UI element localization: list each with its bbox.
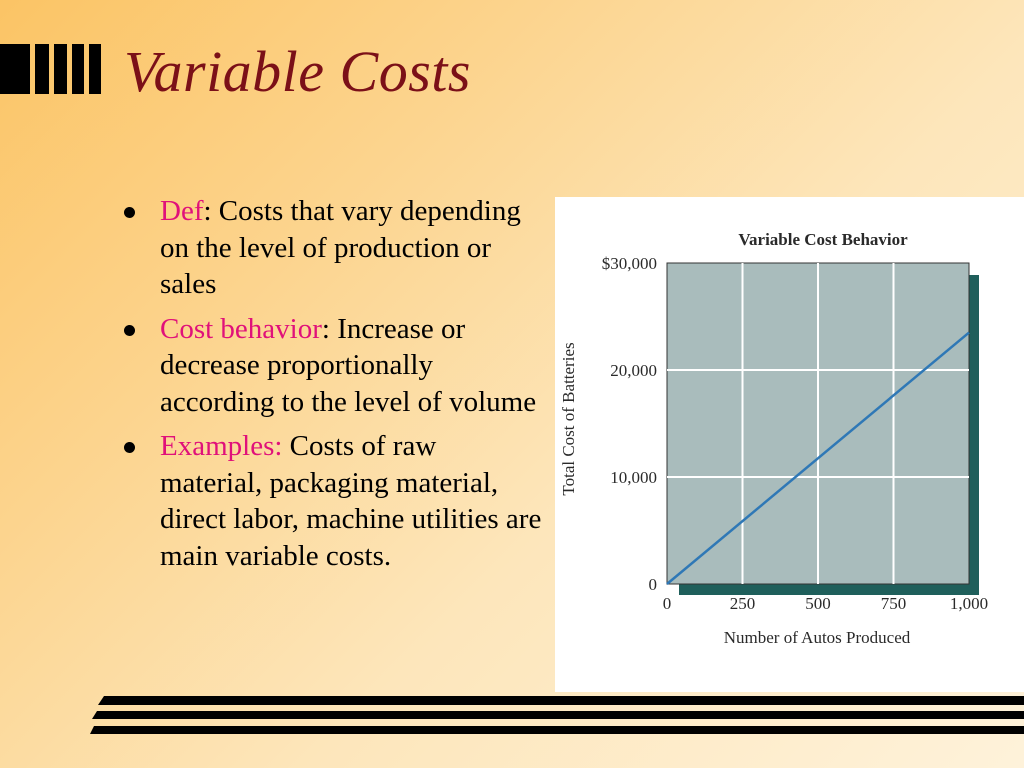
grid <box>667 263 969 584</box>
tick-labels: 0 250 500 750 1,000 0 10,000 20,000 $30,000 <box>602 254 988 613</box>
chart-panel: Variable Cost Behavior 0 250 500 750 1,000 0 1… <box>555 197 1024 692</box>
y-tick-label: 10,000 <box>610 468 657 487</box>
title-bars-decoration <box>0 44 101 94</box>
series <box>666 331 970 585</box>
stripe <box>98 696 1024 705</box>
bullet-dot-icon <box>124 324 135 336</box>
bullet-dot-icon <box>124 442 135 453</box>
bullet-text: Costs of raw material, packaging materia… <box>160 430 542 572</box>
stripe <box>90 726 1024 734</box>
bullet-term: Def <box>160 195 204 227</box>
x-tick-label: 0 <box>663 594 672 613</box>
bullet-item: Examples: Costs of raw material, packagi… <box>122 428 542 574</box>
bullet-text: : Increase or decrease proportionally ac… <box>160 312 537 418</box>
bullet-list: Def: Costs that vary depending on the le… <box>122 193 542 582</box>
x-tick-label: 500 <box>805 594 831 613</box>
variable-cost-chart: Variable Cost Behavior 0 250 500 750 1,000 0 1… <box>559 230 988 647</box>
bottom-stripes-decoration <box>90 696 1024 734</box>
y-tick-label: 20,000 <box>610 361 657 380</box>
chart-title: Variable Cost Behavior <box>738 230 908 249</box>
x-axis-title: Number of Autos Produced <box>724 628 911 647</box>
bullet-term: Cost behavior <box>160 312 322 345</box>
title-bar <box>54 44 67 94</box>
bullet-item: Cost behavior: Increase or decrease prop… <box>122 311 542 421</box>
title-bar <box>0 44 30 94</box>
series-line <box>666 331 970 585</box>
bullet-text: : Costs that vary depending on the level… <box>160 195 521 300</box>
x-tick-label: 1,000 <box>950 594 988 613</box>
title-bar <box>35 44 49 94</box>
y-tick-label: $30,000 <box>602 254 657 273</box>
bullet-item: Def: Costs that vary depending on the le… <box>122 193 542 303</box>
x-tick-label: 750 <box>881 594 907 613</box>
y-axis-title: Total Cost of Batteries <box>559 342 578 495</box>
stripe <box>92 711 1024 719</box>
bullet-dot-icon <box>124 207 135 218</box>
slide-title: Variable Costs <box>124 39 471 104</box>
x-tick-label: 250 <box>730 594 756 613</box>
y-tick-label: 0 <box>649 575 658 594</box>
bullet-term: Examples: <box>160 430 283 462</box>
title-bar <box>72 44 84 94</box>
title-bar <box>89 44 101 94</box>
